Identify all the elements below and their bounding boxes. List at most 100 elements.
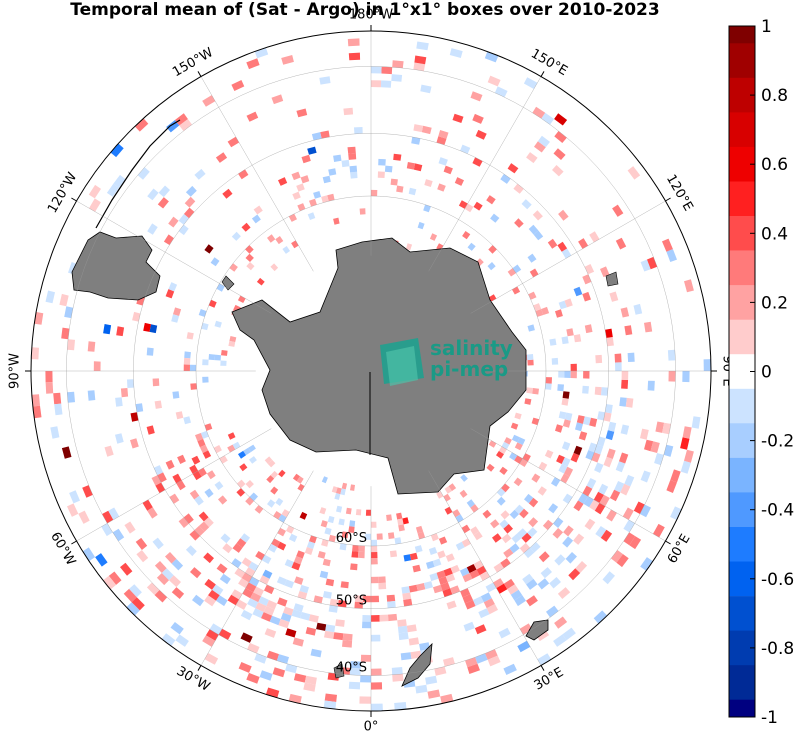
data-cell — [406, 624, 417, 633]
data-cell — [461, 538, 471, 548]
salinity-pi-mep-logo: salinity pi-mep — [380, 336, 513, 386]
data-cell — [185, 185, 197, 197]
data-cell — [371, 545, 378, 553]
data-cell — [183, 416, 191, 425]
data-cell — [204, 578, 216, 590]
colorbar-swatch — [729, 112, 755, 148]
data-cell — [199, 521, 210, 532]
data-cell — [130, 412, 139, 422]
data-cell — [443, 493, 451, 502]
data-cell — [248, 576, 260, 587]
data-cell — [514, 442, 523, 451]
data-cell — [400, 652, 412, 661]
data-cell — [178, 214, 189, 225]
data-cell — [143, 322, 151, 332]
data-cell — [496, 583, 508, 594]
data-cell — [666, 480, 677, 493]
data-cell — [238, 450, 246, 459]
data-cell — [67, 503, 79, 517]
data-cell — [378, 158, 386, 166]
meridian-line — [200, 76, 314, 272]
meridian-line — [428, 470, 542, 666]
data-cell — [527, 253, 537, 263]
data-cell — [640, 470, 651, 483]
data-cell — [519, 508, 529, 519]
data-cell — [606, 509, 617, 522]
data-cell — [254, 505, 264, 514]
latitude-label: 60°S — [336, 531, 367, 546]
data-cell — [229, 336, 237, 343]
data-cell — [537, 486, 547, 496]
data-cell — [184, 196, 196, 208]
data-cell — [398, 524, 405, 532]
data-cell — [542, 519, 554, 531]
data-cell — [484, 51, 499, 63]
data-cell — [582, 485, 593, 497]
data-cell — [615, 461, 626, 473]
data-cell — [562, 627, 576, 641]
meridian-line — [76, 428, 272, 542]
data-cell — [355, 509, 362, 516]
data-cell — [434, 666, 447, 676]
colorbar-tick-label: -0.2 — [761, 432, 794, 452]
data-cell — [171, 587, 185, 599]
data-cell — [488, 440, 497, 448]
data-cell — [552, 165, 564, 177]
new-zealand-south — [401, 642, 433, 687]
data-cell — [219, 573, 231, 585]
data-cell — [199, 444, 209, 454]
data-cell — [154, 400, 162, 409]
data-cell — [600, 529, 613, 542]
data-cell — [255, 602, 267, 613]
data-cell — [496, 450, 504, 459]
data-cell — [336, 487, 342, 495]
data-cell — [445, 553, 455, 562]
data-cell — [248, 561, 259, 572]
data-cell — [564, 371, 571, 378]
data-cell — [549, 577, 561, 589]
data-cell — [462, 231, 471, 240]
data-cell — [147, 507, 158, 519]
data-cell — [278, 469, 286, 478]
data-cell — [327, 515, 335, 524]
data-cell — [325, 578, 335, 587]
data-cell — [328, 605, 338, 613]
data-cell — [605, 430, 615, 441]
frame-tick — [71, 540, 77, 545]
data-cell — [245, 480, 254, 489]
data-cell — [493, 562, 504, 573]
data-cell — [401, 586, 411, 594]
data-cell — [629, 536, 642, 550]
chart-title: Temporal mean of (Sat - Argo) in 1°x1° b… — [70, 0, 660, 20]
colorbar-tick-label: 0.4 — [761, 224, 788, 244]
data-cell — [179, 119, 192, 131]
data-cell — [183, 364, 190, 371]
data-cell — [398, 632, 409, 641]
data-cell — [304, 547, 314, 555]
data-cell — [104, 445, 114, 457]
data-cell — [490, 519, 500, 529]
data-cell — [218, 628, 232, 640]
data-cell — [348, 52, 361, 61]
data-cell — [499, 466, 508, 475]
data-cell — [130, 438, 139, 449]
data-cell — [204, 244, 214, 254]
data-cell — [320, 520, 328, 528]
logo-text-salinity: salinity — [430, 336, 513, 360]
data-cell — [621, 371, 629, 380]
data-cell — [266, 600, 278, 610]
data-cell — [246, 58, 260, 70]
data-cell — [526, 595, 538, 607]
data-cell — [178, 517, 189, 528]
data-cell — [466, 564, 477, 574]
data-cell — [388, 532, 395, 539]
data-cell — [511, 533, 522, 544]
data-cell — [276, 654, 289, 664]
data-cell — [303, 682, 316, 692]
data-cell — [588, 442, 598, 453]
data-cell — [438, 130, 449, 139]
data-cell — [519, 542, 531, 554]
data-cell — [680, 460, 691, 474]
data-cell — [301, 154, 311, 164]
data-cell — [359, 208, 366, 215]
